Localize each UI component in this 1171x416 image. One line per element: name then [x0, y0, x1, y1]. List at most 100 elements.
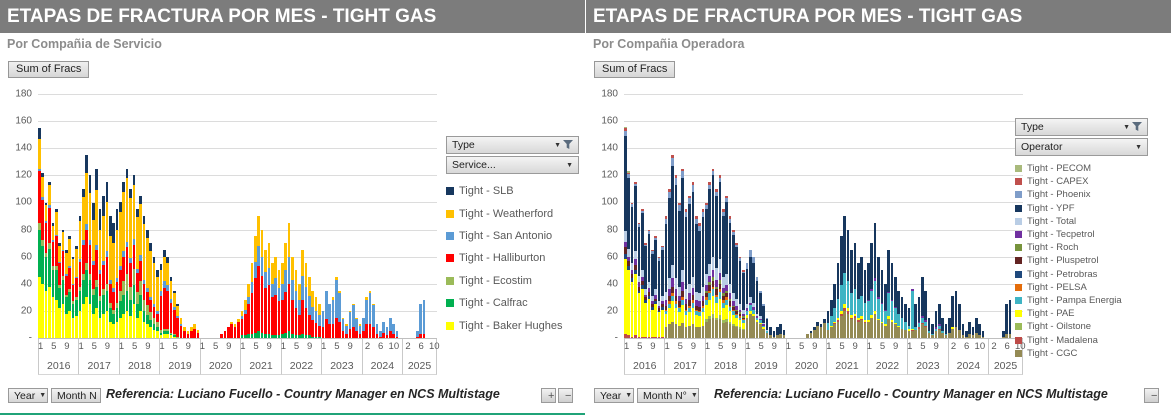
bar-segment	[254, 332, 257, 338]
month-tick-label: 1	[907, 341, 913, 352]
bar-month	[41, 94, 45, 338]
bar-segment	[65, 274, 68, 276]
bar-month	[220, 94, 223, 338]
bar-segment	[718, 175, 722, 179]
bar-month	[44, 94, 48, 338]
y-tick-label: 60	[20, 251, 32, 263]
bar-segment	[678, 306, 681, 309]
bar-month	[85, 94, 88, 338]
bar-segment	[254, 262, 257, 279]
bar-segment	[651, 296, 654, 302]
month-tick-label: 5	[253, 341, 259, 352]
bar-month	[152, 94, 156, 338]
sum-of-fracs-button[interactable]: Sum of Fracs	[594, 61, 676, 78]
bar-segment	[78, 259, 82, 263]
year-field-button[interactable]: Year ▼	[8, 388, 48, 403]
legend-label: Tight - YPF	[1027, 202, 1075, 214]
legend-item: Tight - Tecpetrol	[1015, 228, 1148, 241]
legend-swatch-icon	[1015, 244, 1022, 252]
bar-segment	[806, 333, 809, 338]
bar-segment	[897, 325, 901, 328]
bar-segment	[54, 270, 58, 301]
month-field-button[interactable]: Month N° ▼	[637, 388, 699, 403]
service-field-button[interactable]: Service... ▼	[446, 156, 579, 174]
month-tick-label: 5	[798, 341, 805, 352]
legend-panel: Type ▼ Operator ▼ Tight - PECOM Tight - C…	[1015, 118, 1148, 360]
bar-segment	[657, 308, 661, 311]
bar-month	[732, 94, 735, 338]
bar-segment	[745, 314, 749, 318]
bar-segment	[260, 256, 264, 276]
bar-segment	[708, 263, 712, 276]
operator-field-button[interactable]: Operator ▼	[1015, 138, 1148, 156]
bar-segment	[664, 224, 668, 292]
bar-segment	[681, 168, 685, 172]
bar-segment	[924, 325, 928, 328]
bar-month	[169, 94, 173, 338]
sum-of-fracs-button[interactable]: Sum of Fracs	[8, 61, 90, 78]
bar-segment	[318, 314, 321, 326]
bar-segment	[382, 321, 385, 333]
bar-segment	[345, 333, 348, 338]
month-tick-label: 5	[637, 341, 643, 352]
bar-segment	[873, 313, 877, 338]
bar-segment	[694, 310, 698, 315]
legend-item: Tight - PAE	[1015, 307, 1148, 320]
bar-segment	[674, 178, 678, 185]
month-tick-label: 5	[172, 341, 178, 352]
bar-segment	[291, 333, 294, 338]
bar-segment	[260, 229, 264, 257]
bar-segment	[664, 218, 668, 225]
bar-segment	[661, 306, 664, 310]
bar-segment	[287, 283, 291, 332]
zoom-out-button[interactable]: −	[558, 388, 573, 403]
bar-segment	[277, 287, 281, 302]
bar-segment	[708, 285, 712, 291]
bar-segment	[85, 229, 88, 264]
bar-segment	[105, 290, 109, 311]
bar-month	[341, 94, 345, 338]
bar-month	[833, 94, 836, 338]
bar-segment	[65, 275, 68, 295]
type-filter-button[interactable]: Type ▼	[446, 136, 579, 154]
bar-month	[166, 94, 169, 338]
type-filter-button[interactable]: Type ▼	[1015, 118, 1148, 136]
bar-segment	[277, 335, 281, 338]
bar-segment	[176, 304, 180, 306]
bar-segment	[112, 313, 115, 325]
bar-segment	[351, 305, 355, 328]
month-tick-label: 1	[321, 341, 327, 352]
year-field-button[interactable]: Year ▼	[594, 388, 634, 403]
bar-segment	[233, 324, 237, 328]
bar-segment	[119, 266, 122, 271]
zoom-in-button[interactable]: +	[541, 388, 556, 403]
bar-month	[654, 94, 658, 338]
bar-segment	[718, 319, 722, 338]
bar-segment	[637, 222, 641, 225]
bar-segment	[647, 336, 651, 338]
month-field-button[interactable]: Month N	[51, 388, 101, 403]
bar-segment	[870, 243, 874, 290]
type-filter-label: Type	[452, 139, 475, 151]
bar-segment	[71, 259, 75, 284]
bar-segment	[254, 236, 257, 263]
bar-segment	[368, 324, 372, 338]
bar-segment	[331, 297, 335, 301]
bar-segment	[897, 290, 901, 314]
bar-segment	[274, 294, 277, 336]
bar-month	[640, 94, 644, 338]
bar-segment	[129, 316, 132, 338]
bar-segment	[651, 304, 654, 307]
bar-segment	[705, 319, 708, 322]
bar-segment	[48, 243, 51, 249]
gridline	[624, 94, 1023, 95]
bar-month	[267, 94, 271, 338]
bar-segment	[98, 274, 102, 296]
bar-segment	[68, 266, 72, 268]
year-label: 2022	[867, 355, 909, 375]
bar-segment	[260, 332, 264, 338]
zoom-out-button[interactable]: −	[1144, 388, 1159, 403]
bar-month	[890, 94, 894, 338]
bar-segment	[651, 249, 654, 252]
bar-segment	[765, 332, 769, 338]
